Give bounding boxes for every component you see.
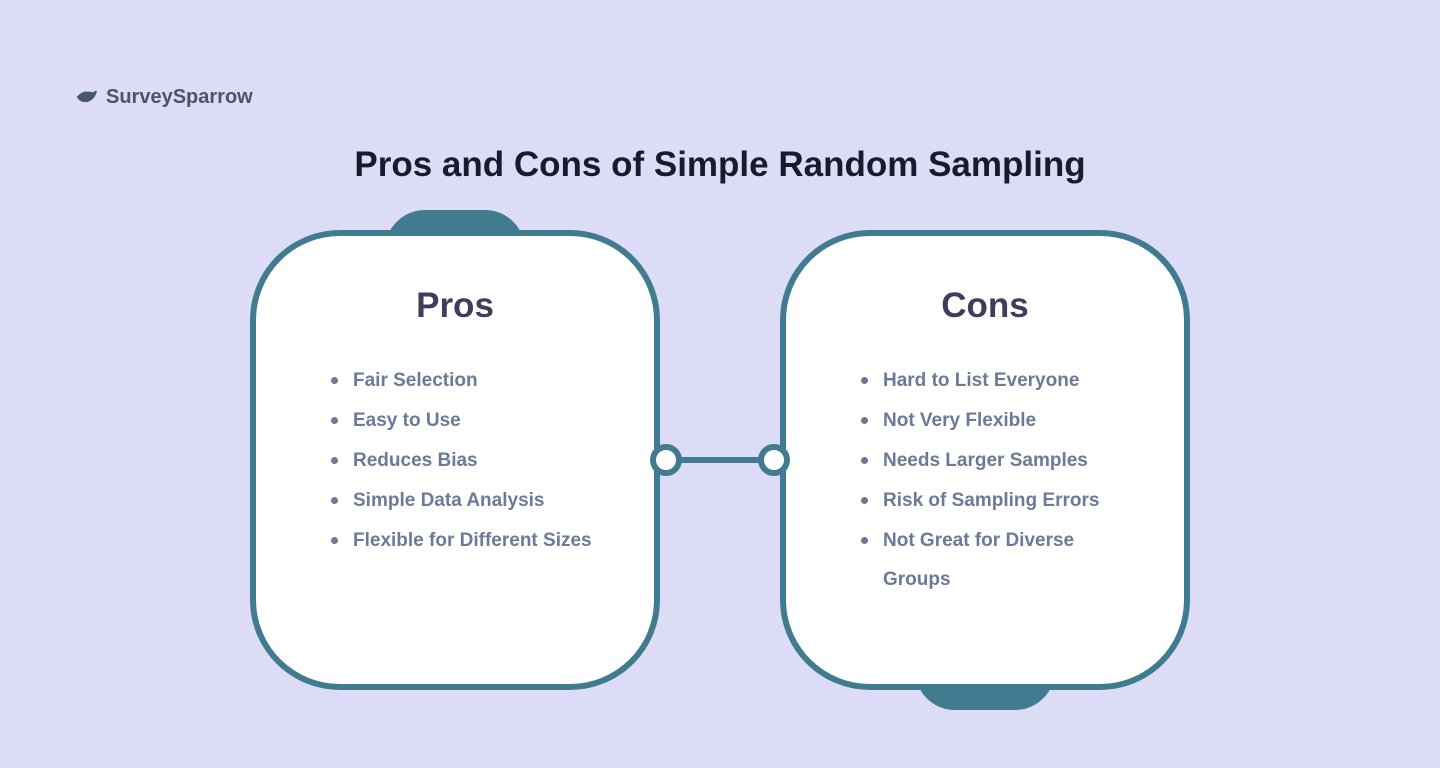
list-item: Flexible for Different Sizes [331,521,599,561]
cons-list: Hard to List Everyone Not Very Flexible … [841,361,1129,600]
cards-container: Pros Fair Selection Easy to Use Reduces … [0,230,1440,690]
pros-card: Pros Fair Selection Easy to Use Reduces … [250,230,660,690]
cons-title: Cons [841,286,1129,326]
list-item: Not Great for Diverse Groups [861,521,1129,601]
list-item: Not Very Flexible [861,401,1129,441]
connector-node-left [650,444,682,476]
cons-card: Cons Hard to List Everyone Not Very Flex… [780,230,1190,690]
pros-title: Pros [311,286,599,326]
sparrow-icon [75,85,99,109]
connector [660,440,780,480]
cons-card-wrapper: Cons Hard to List Everyone Not Very Flex… [780,230,1190,690]
list-item: Easy to Use [331,401,599,441]
list-item: Reduces Bias [331,441,599,481]
list-item: Fair Selection [331,361,599,401]
logo-text: SurveySparrow [106,86,253,109]
pros-list: Fair Selection Easy to Use Reduces Bias … [311,361,599,560]
brand-logo: SurveySparrow [75,85,253,109]
list-item: Hard to List Everyone [861,361,1129,401]
pros-card-wrapper: Pros Fair Selection Easy to Use Reduces … [250,230,660,690]
list-item: Simple Data Analysis [331,481,599,521]
connector-node-right [758,444,790,476]
page-title: Pros and Cons of Simple Random Sampling [0,145,1440,185]
list-item: Needs Larger Samples [861,441,1129,481]
list-item: Risk of Sampling Errors [861,481,1129,521]
